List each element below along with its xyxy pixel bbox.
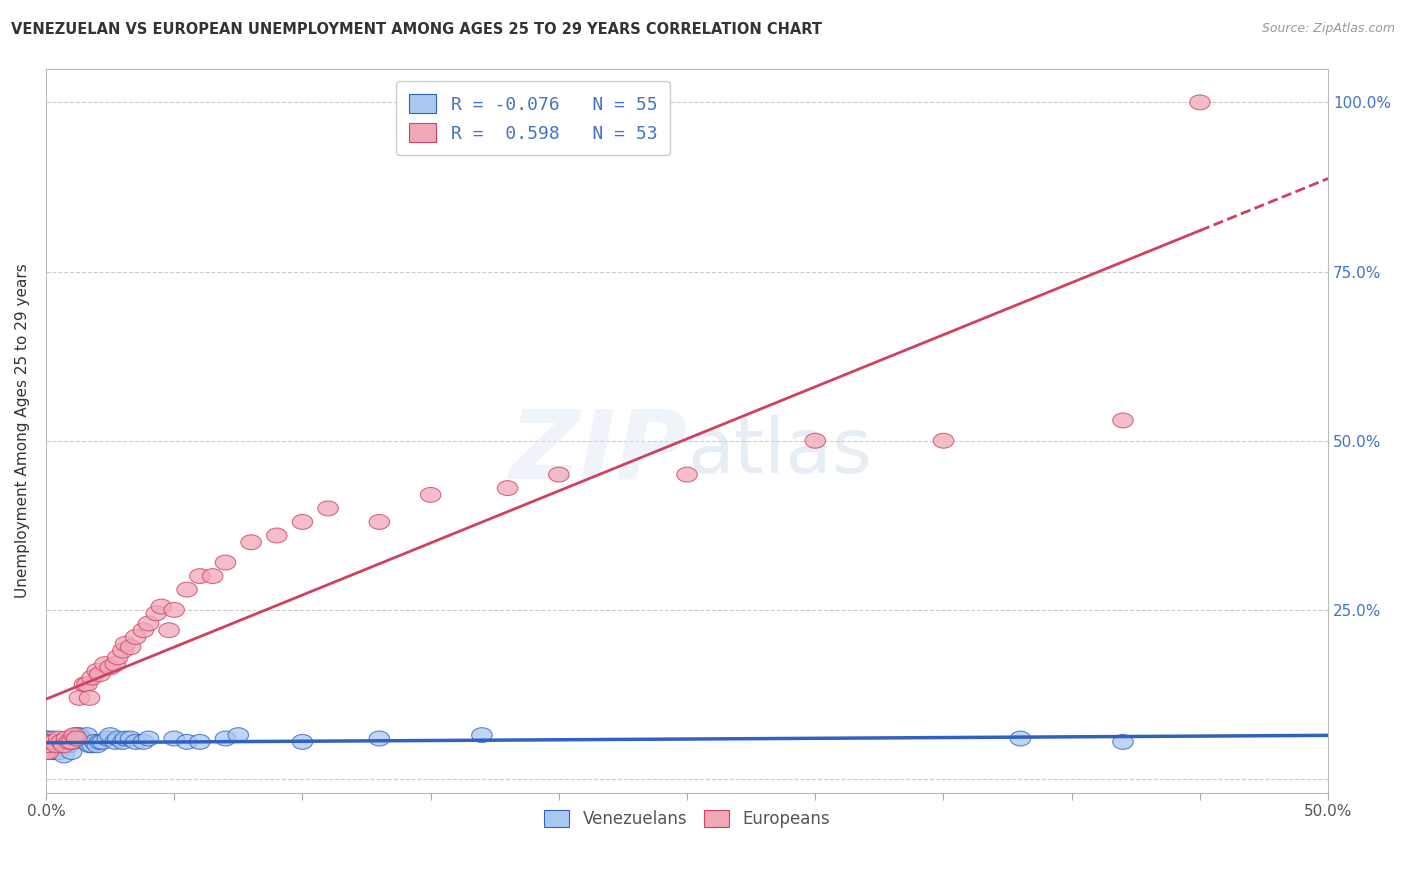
Y-axis label: Unemployment Among Ages 25 to 29 years: Unemployment Among Ages 25 to 29 years: [15, 263, 30, 598]
Text: VENEZUELAN VS EUROPEAN UNEMPLOYMENT AMONG AGES 25 TO 29 YEARS CORRELATION CHART: VENEZUELAN VS EUROPEAN UNEMPLOYMENT AMON…: [11, 22, 823, 37]
Legend: Venezuelans, Europeans: Venezuelans, Europeans: [537, 804, 837, 835]
Text: ZIP: ZIP: [509, 406, 688, 499]
Text: atlas: atlas: [688, 416, 872, 490]
Text: Source: ZipAtlas.com: Source: ZipAtlas.com: [1261, 22, 1395, 36]
